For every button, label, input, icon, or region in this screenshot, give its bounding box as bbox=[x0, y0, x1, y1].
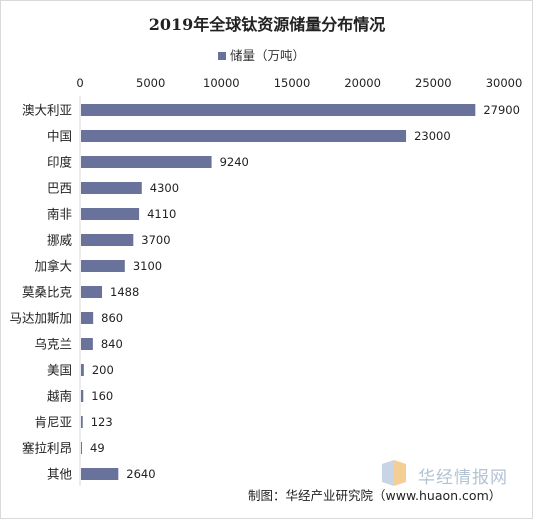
category-label: 印度 bbox=[47, 155, 73, 170]
data-label: 1488 bbox=[110, 285, 139, 299]
bar bbox=[81, 442, 82, 454]
bar bbox=[81, 286, 103, 298]
bar bbox=[81, 312, 94, 324]
bar bbox=[81, 338, 93, 350]
legend: 储量（万吨） bbox=[218, 48, 305, 63]
data-label: 27900 bbox=[483, 103, 520, 117]
data-label: 840 bbox=[101, 337, 123, 351]
data-label: 4300 bbox=[150, 181, 179, 195]
legend-label: 储量（万吨） bbox=[230, 48, 305, 63]
bar bbox=[81, 468, 119, 480]
data-label: 23000 bbox=[414, 129, 451, 143]
huajing-logo-icon bbox=[382, 460, 406, 486]
x-tick-label: 25000 bbox=[415, 76, 452, 90]
bars-group: 澳大利亚 27900 中国 23000 印度 9240 巴西 4300 南非 4110 挪威 3700… bbox=[9, 103, 519, 482]
watermark bbox=[380, 458, 530, 488]
data-label: 123 bbox=[91, 415, 113, 429]
category-label: 莫桑比克 bbox=[22, 285, 72, 300]
data-label: 160 bbox=[91, 389, 113, 403]
bar bbox=[81, 390, 84, 402]
bar bbox=[81, 208, 140, 220]
x-tick-label: 15000 bbox=[274, 76, 311, 90]
category-label: 其他 bbox=[47, 467, 73, 482]
data-label: 200 bbox=[92, 363, 114, 377]
chart-title: 2019年全球钛资源储量分布情况 bbox=[149, 15, 386, 34]
x-tick-label: 10000 bbox=[203, 76, 240, 90]
bar bbox=[81, 260, 125, 272]
bar bbox=[81, 234, 134, 246]
source-note: 制图：华经产业研究院（www.huaon.com） bbox=[248, 488, 502, 503]
category-label: 越南 bbox=[47, 389, 72, 404]
category-label: 挪威 bbox=[47, 233, 73, 248]
category-label: 巴西 bbox=[47, 181, 72, 196]
bar bbox=[81, 130, 407, 142]
category-label: 澳大利亚 bbox=[22, 103, 72, 118]
x-tick-label: 5000 bbox=[136, 76, 165, 90]
category-label: 南非 bbox=[47, 207, 72, 222]
x-tick-label: 20000 bbox=[344, 76, 381, 90]
data-label: 3700 bbox=[141, 233, 170, 247]
category-label: 肯尼亚 bbox=[34, 415, 72, 430]
bar bbox=[81, 182, 142, 194]
category-label: 塞拉利昂 bbox=[22, 441, 72, 456]
category-label: 中国 bbox=[47, 129, 72, 144]
legend-swatch bbox=[218, 52, 226, 60]
data-label: 3100 bbox=[133, 259, 162, 273]
data-label: 49 bbox=[90, 441, 105, 455]
data-label: 2640 bbox=[126, 467, 155, 481]
bar bbox=[81, 156, 212, 168]
data-label: 9240 bbox=[220, 155, 249, 169]
data-label: 4110 bbox=[147, 207, 176, 221]
x-axis-ticks: 0 5000 10000 15000 20000 25000 30000 bbox=[76, 76, 522, 90]
category-label: 马达加斯加 bbox=[9, 311, 72, 326]
watermark-text: 华经情报网 bbox=[418, 468, 508, 488]
bar bbox=[81, 364, 84, 376]
bar bbox=[81, 104, 476, 116]
category-label: 乌克兰 bbox=[34, 337, 72, 352]
x-tick-label: 30000 bbox=[486, 76, 523, 90]
category-label: 美国 bbox=[47, 363, 72, 378]
x-tick-label: 0 bbox=[76, 76, 83, 90]
bar bbox=[81, 416, 83, 428]
category-label: 加拿大 bbox=[34, 259, 72, 274]
data-label: 860 bbox=[101, 311, 123, 325]
